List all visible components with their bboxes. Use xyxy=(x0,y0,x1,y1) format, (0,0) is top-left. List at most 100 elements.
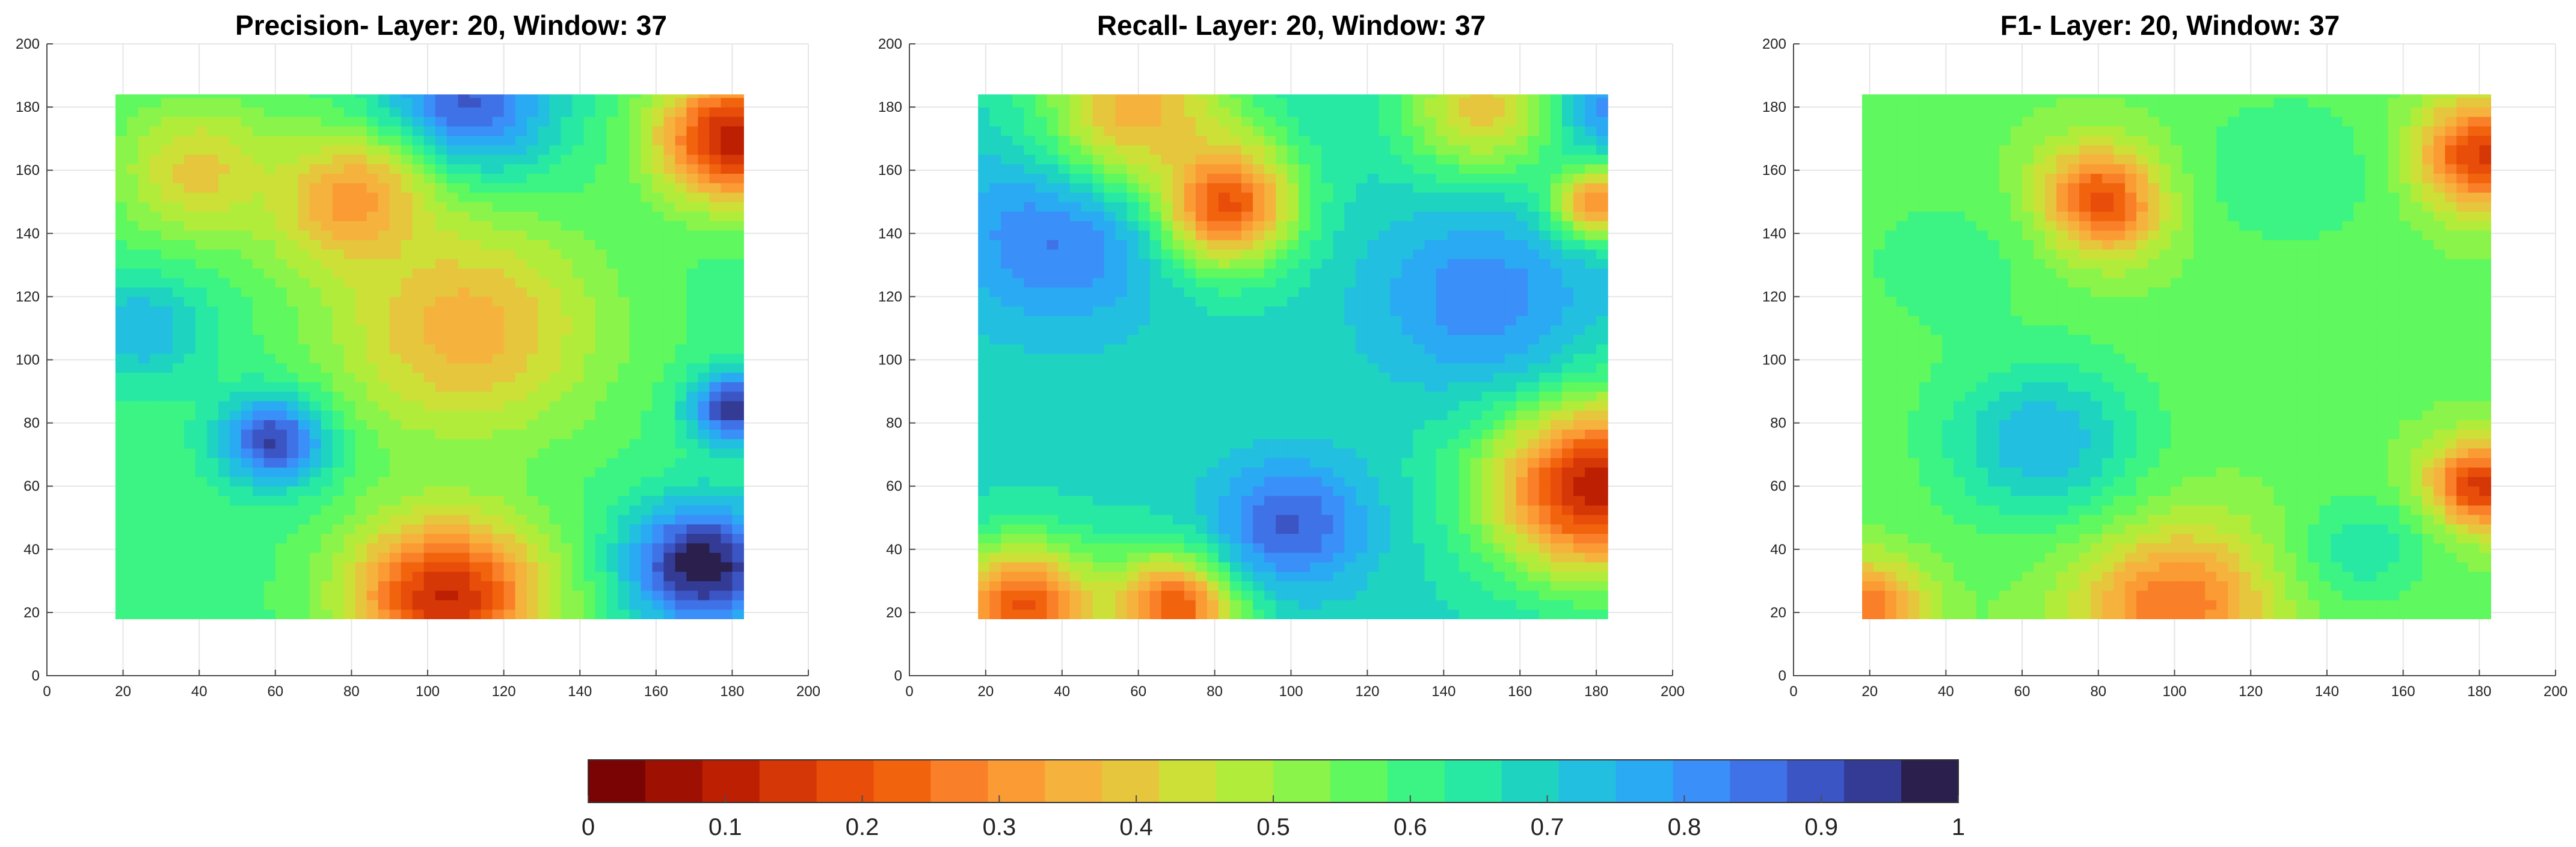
heatmap-cell xyxy=(241,353,253,364)
heatmap-cell xyxy=(629,486,642,497)
heatmap-cell xyxy=(721,571,733,581)
heatmap-cell xyxy=(378,183,390,193)
heatmap-cell xyxy=(1596,599,1608,610)
heatmap-cell xyxy=(1161,590,1173,601)
heatmap-cell xyxy=(549,116,562,127)
heatmap-cell xyxy=(332,382,345,392)
heatmap-cell xyxy=(675,230,687,240)
heatmap-cell xyxy=(663,410,676,420)
heatmap-cell xyxy=(1481,581,1494,591)
heatmap-cell xyxy=(138,306,150,316)
heatmap-cell xyxy=(161,486,173,497)
heatmap-cell xyxy=(1001,315,1013,326)
heatmap-cell xyxy=(1310,581,1322,591)
heatmap-cell xyxy=(1276,362,1288,373)
heatmap-cell xyxy=(1241,495,1253,506)
heatmap-cell xyxy=(1276,581,1288,591)
heatmap-cell xyxy=(183,429,196,439)
heatmap-cell xyxy=(663,476,676,487)
heatmap-cell xyxy=(286,126,299,136)
heatmap-cell xyxy=(1195,457,1208,468)
heatmap-cell xyxy=(343,315,356,326)
heatmap-cell xyxy=(538,173,550,183)
heatmap-cell xyxy=(698,486,710,497)
heatmap-cell xyxy=(1310,590,1322,601)
heatmap-cell xyxy=(229,192,242,203)
heatmap-cell xyxy=(1035,581,1048,591)
heatmap-cell xyxy=(401,410,413,420)
heatmap-cell xyxy=(126,561,139,572)
heatmap-cell xyxy=(138,382,150,392)
heatmap-cell xyxy=(332,94,345,98)
heatmap-cell xyxy=(698,410,710,420)
heatmap-cell xyxy=(195,362,207,373)
heatmap-cell xyxy=(989,315,1001,326)
heatmap-cell xyxy=(1172,325,1185,335)
heatmap-cell xyxy=(469,183,482,193)
heatmap-cell xyxy=(618,287,630,297)
heatmap-cell xyxy=(115,192,128,203)
heatmap-cell xyxy=(663,258,676,269)
heatmap-cell xyxy=(389,126,402,136)
heatmap-cell xyxy=(1424,315,1437,326)
heatmap-cell xyxy=(218,211,230,221)
heatmap-cell xyxy=(1161,334,1173,344)
heatmap-cell xyxy=(423,486,436,497)
heatmap-cell xyxy=(526,173,539,183)
heatmap-cell xyxy=(446,533,459,543)
heatmap-cell xyxy=(309,344,322,354)
heatmap-cell xyxy=(435,495,447,506)
heatmap-cell xyxy=(1058,486,1071,497)
heatmap-cell xyxy=(721,372,733,382)
heatmap-cell xyxy=(1184,552,1196,563)
heatmap-cell xyxy=(1184,410,1196,420)
heatmap-cell xyxy=(138,609,150,620)
heatmap-cell xyxy=(275,543,287,553)
heatmap-cell xyxy=(1504,372,1517,382)
heatmap-cell xyxy=(1310,476,1322,487)
heatmap-cell xyxy=(652,533,665,543)
heatmap-cell xyxy=(686,429,699,439)
heatmap-cell xyxy=(721,561,733,572)
heatmap-cell xyxy=(412,382,425,392)
heatmap-cell xyxy=(1287,372,1299,382)
heatmap-cell xyxy=(675,97,687,108)
heatmap-cell xyxy=(538,230,550,240)
heatmap-cell xyxy=(1310,372,1322,382)
heatmap-cell xyxy=(298,391,310,402)
heatmap-cell xyxy=(652,221,665,231)
heatmap-cell xyxy=(1287,543,1299,553)
heatmap-cell xyxy=(686,344,699,354)
heatmap-cell xyxy=(126,495,139,506)
heatmap-cell xyxy=(1333,429,1345,439)
heatmap-cell xyxy=(366,145,379,155)
heatmap-cell xyxy=(1104,590,1116,601)
heatmap-cell xyxy=(389,192,402,203)
heatmap-cell xyxy=(481,476,493,487)
heatmap-cell xyxy=(709,552,722,563)
heatmap-cell xyxy=(229,581,242,591)
heatmap-cell xyxy=(1104,533,1116,543)
heatmap-cell xyxy=(446,344,459,354)
heatmap-cell xyxy=(492,94,505,98)
heatmap-cell xyxy=(1207,505,1219,515)
heatmap-cell xyxy=(366,533,379,543)
heatmap-cell xyxy=(732,154,744,165)
heatmap-cell xyxy=(183,211,196,221)
heatmap-cell xyxy=(115,362,128,373)
heatmap-cell xyxy=(709,543,722,553)
heatmap-cell xyxy=(538,296,550,307)
heatmap-cell xyxy=(1184,315,1196,326)
heatmap-cell xyxy=(378,173,390,183)
heatmap-cell xyxy=(275,173,287,183)
heatmap-cell xyxy=(115,145,128,155)
heatmap-cell xyxy=(286,599,299,610)
heatmap-cell xyxy=(595,533,607,543)
heatmap-cell xyxy=(503,334,516,344)
heatmap-cell xyxy=(458,353,470,364)
heatmap-cell xyxy=(241,467,253,477)
heatmap-cell xyxy=(629,277,642,288)
heatmap-cell xyxy=(515,277,527,288)
heatmap-cell xyxy=(401,467,413,477)
heatmap-cell xyxy=(675,344,687,354)
